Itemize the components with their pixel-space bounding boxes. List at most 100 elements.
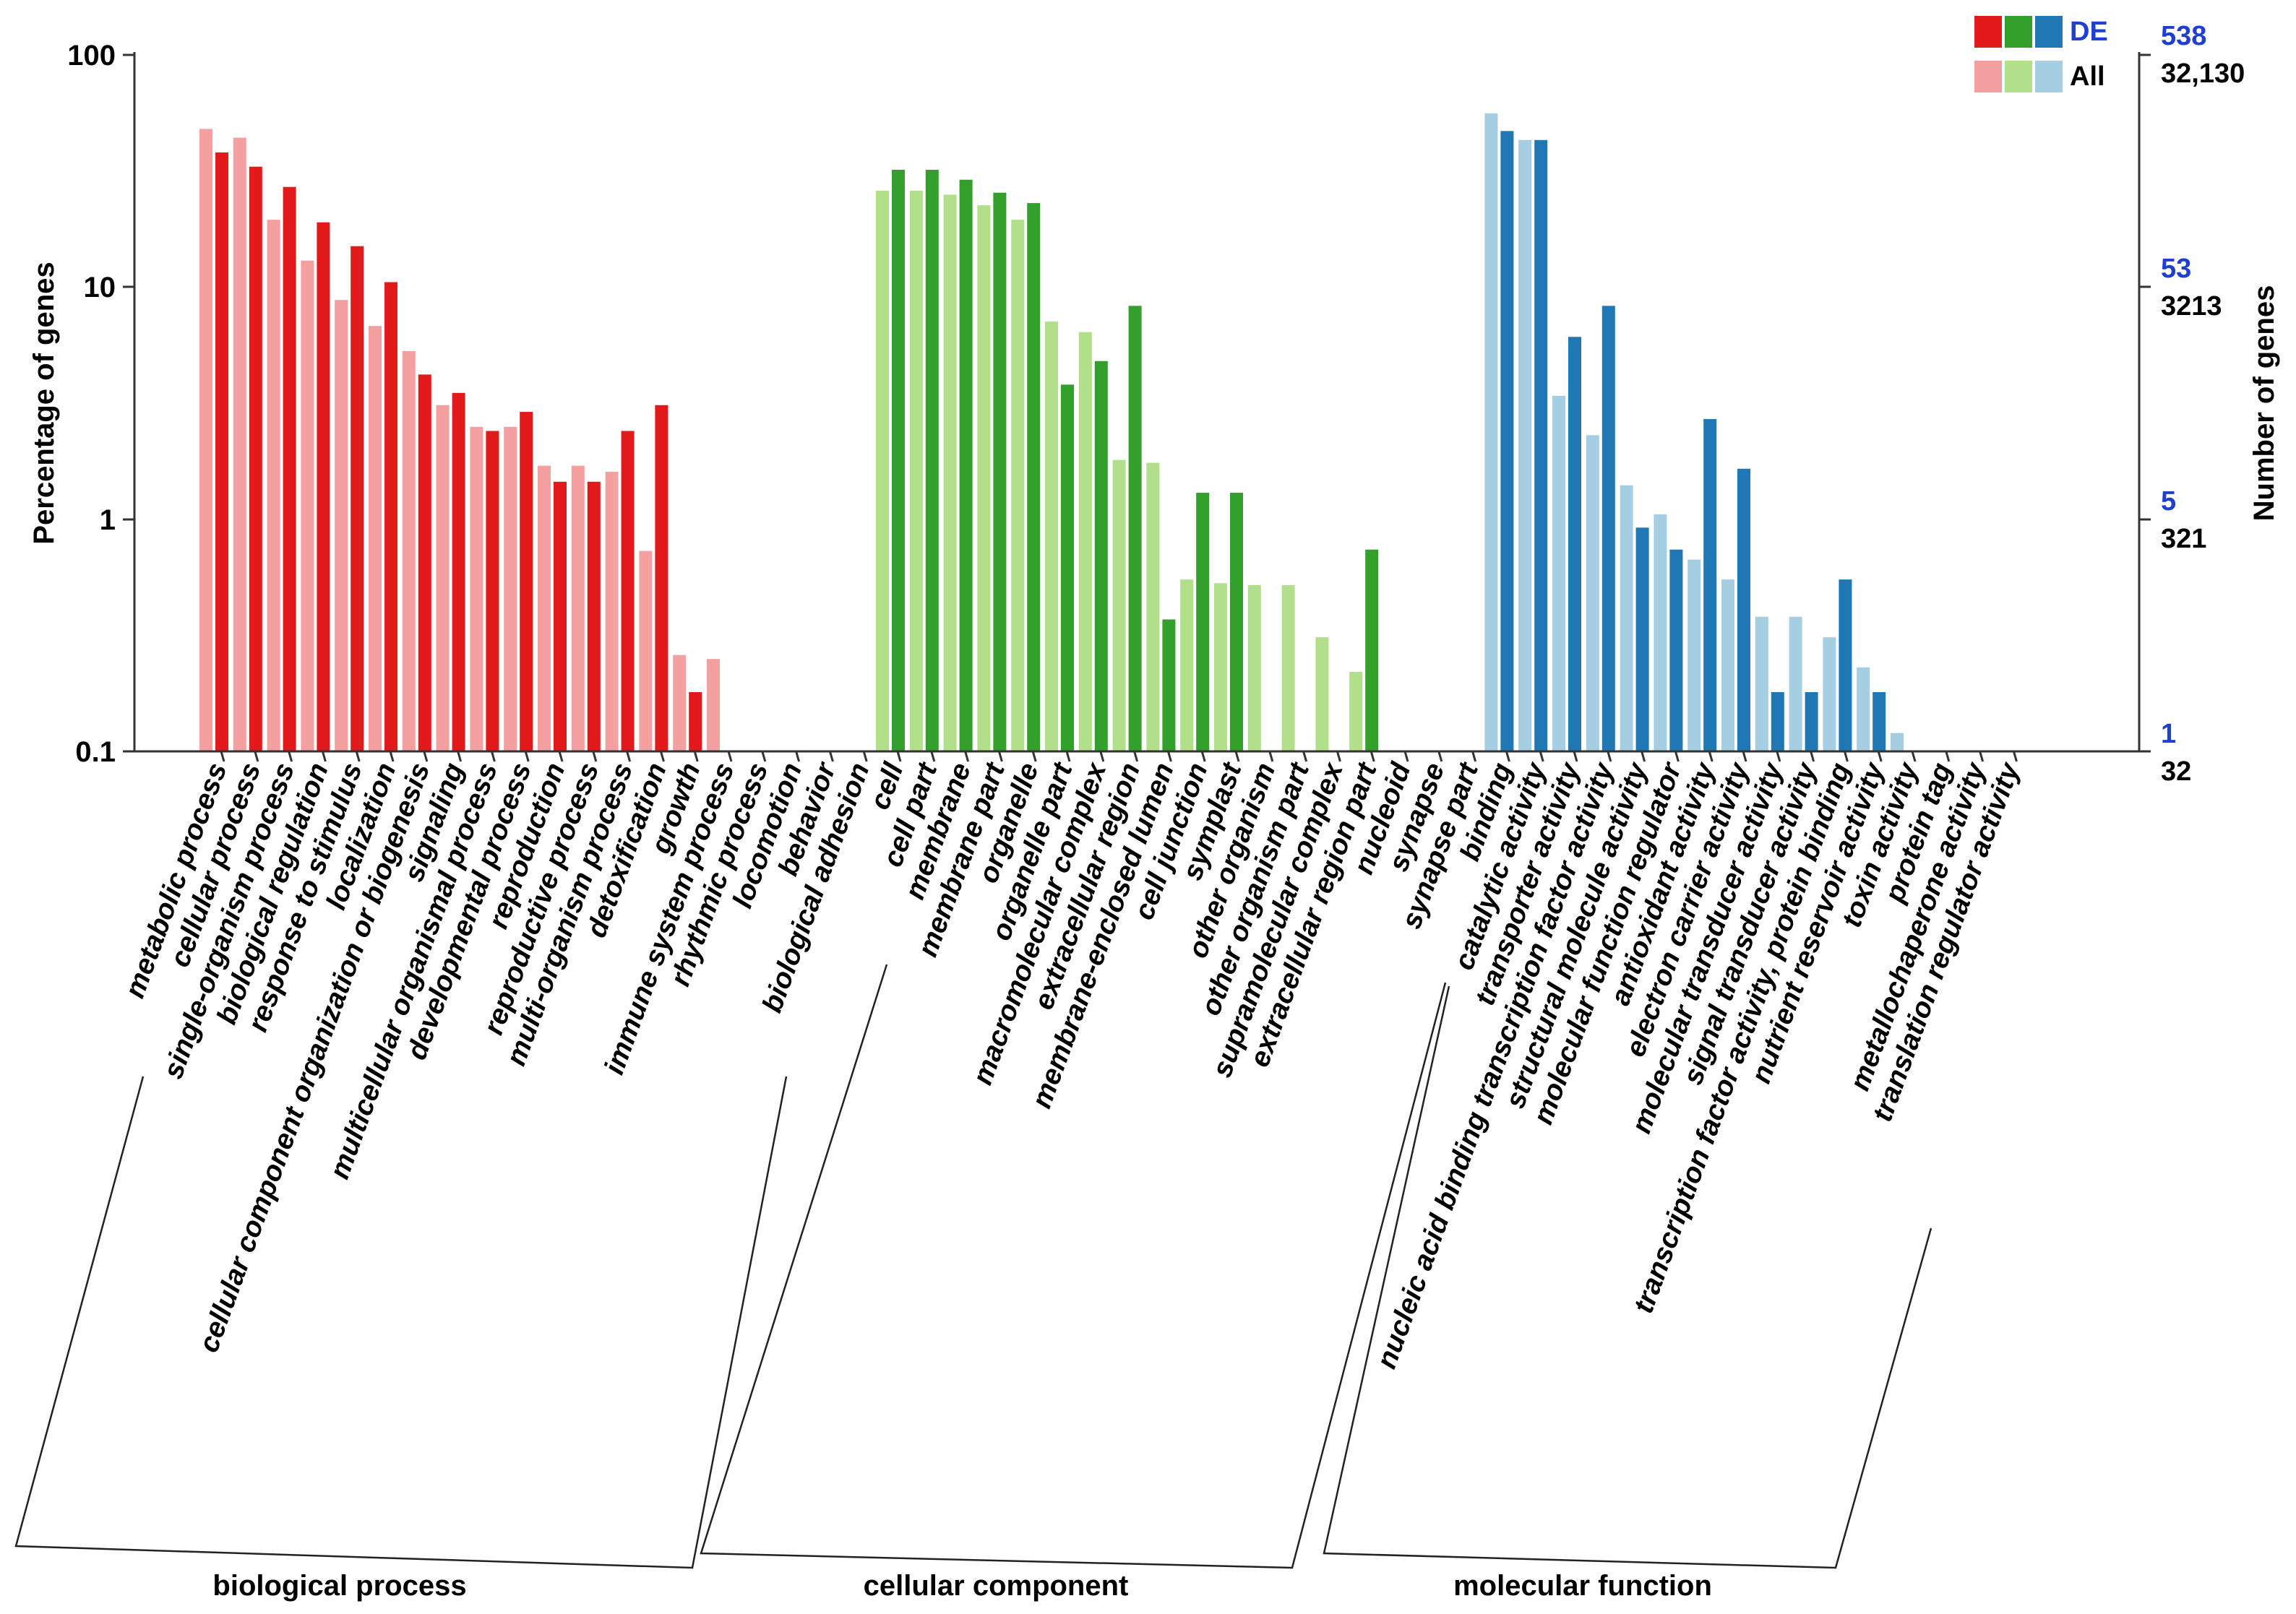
x-tick-multi-organism-process <box>626 751 632 762</box>
bar-de-single-organism-process <box>283 186 296 751</box>
bar-all-signal-transducer-activity <box>1789 616 1802 751</box>
bar-de-catalytic-activity <box>1534 139 1548 751</box>
x-tick-catalytic-activity <box>1539 751 1544 762</box>
x-tick-signal-transducer-activity <box>1810 751 1815 762</box>
bar-all-extracellular-region <box>1112 459 1126 751</box>
bar-all-other-organism <box>1247 584 1261 751</box>
bar-all-molecular-transducer-activity <box>1755 616 1768 751</box>
x-tick-immune-system-process <box>727 751 733 762</box>
x-tick-reproductive-process <box>592 751 598 762</box>
bar-all-organelle <box>1011 220 1025 751</box>
bar-all-developmental-process <box>504 426 517 751</box>
bar-all-biological-regulation <box>301 260 314 751</box>
bar-all-multi-organism-process <box>605 472 619 751</box>
bar-all-organelle-part <box>1045 321 1058 751</box>
bar-all-symplast <box>1214 583 1227 751</box>
bars <box>199 113 1904 752</box>
bar-all-reproduction <box>538 465 551 751</box>
bar-all-electron-carrier-activity <box>1721 579 1734 751</box>
bar-de-detoxification <box>655 405 668 751</box>
x-tick-cell-part <box>930 751 936 762</box>
y-tick-label-0-1: 0.1 <box>75 736 116 768</box>
legend-de-swatch-blue <box>2035 16 2063 48</box>
x-tick-membrane-part <box>997 751 1003 762</box>
x-tick-organelle-part <box>1065 751 1071 762</box>
bar-de-organelle <box>1027 203 1041 751</box>
bar-de-macromolecular-complex <box>1094 361 1108 752</box>
bar-all-detoxification <box>639 551 653 751</box>
x-tick-macromolecular-complex <box>1099 751 1105 762</box>
bar-de-reproductive-process <box>587 481 601 751</box>
x-tick-transporter-activity <box>1573 751 1578 762</box>
bar-all-molecular-function-regulator <box>1654 514 1667 751</box>
x-tick-toxin-activity <box>1911 751 1917 762</box>
bar-de-membrane-enclosed-lumen <box>1162 619 1176 751</box>
x-tick-organelle <box>1031 751 1037 762</box>
bar-de-localization <box>384 282 397 751</box>
bar-all-extracellular-region-part <box>1349 671 1363 751</box>
bar-de-biological-regulation <box>317 222 330 751</box>
bar-de-extracellular-region <box>1128 306 1142 751</box>
bar-de-nutrient-reservoir-activity <box>1873 691 1886 751</box>
x-tick-nucleoid <box>1403 751 1409 762</box>
x-tick-structural-molecule-activity <box>1641 751 1646 762</box>
bar-de-transporter-activity <box>1568 337 1581 751</box>
bar-all-cell-part <box>909 190 923 752</box>
bar-de-nucleic-acid-binding-transcription-factor-activity <box>1601 306 1615 751</box>
right-tick-all-1: 3213 <box>2161 291 2222 321</box>
bar-de-structural-molecule-activity <box>1635 527 1649 751</box>
bar-de-membrane <box>959 179 973 751</box>
bar-de-membrane-part <box>993 192 1007 751</box>
bar-all-localization <box>369 326 382 751</box>
bar-de-growth <box>689 691 702 751</box>
x-tick-antioxidant-activity <box>1708 751 1714 762</box>
bar-all-multicellular-organismal-process <box>470 426 483 751</box>
bar-all-antioxidant-activity <box>1687 559 1701 751</box>
x-tick-multicellular-organismal-process <box>490 751 496 762</box>
x-tick-protein-tag <box>1945 751 1951 762</box>
y-ticks-left: 100 10 1 0.1 <box>67 40 134 768</box>
bar-de-symplast <box>1230 493 1243 751</box>
x-tick-developmental-process <box>524 751 530 762</box>
x-tick-metallochaperone-activity <box>1979 751 1985 762</box>
bar-de-cell <box>892 170 905 751</box>
bar-de-multicellular-organismal-process <box>486 431 499 751</box>
bar-all-growth <box>673 655 687 751</box>
right-tick-de-3: 1 <box>2161 719 2176 749</box>
right-tick-all-0: 32,130 <box>2161 59 2245 89</box>
bar-de-binding <box>1500 131 1514 751</box>
y-tick-label-1: 1 <box>100 504 116 536</box>
x-tick-molecular-transducer-activity <box>1776 751 1781 762</box>
bar-all-transcription-factor-activity-protein-binding <box>1823 637 1836 751</box>
bar-de-molecular-transducer-activity <box>1771 691 1784 751</box>
group-label-cellular-component: cellular component <box>864 1570 1129 1602</box>
group-label-molecular-function: molecular function <box>1453 1570 1712 1602</box>
bar-de-extracellular-region-part <box>1365 549 1379 751</box>
x-tick-other-organism-part <box>1302 751 1308 762</box>
bar-all-catalytic-activity <box>1518 139 1532 751</box>
x-tick-response-to-stimulus <box>355 751 361 762</box>
x-tick-synapse <box>1437 751 1443 762</box>
x-tick-cellular-component-organization-or-biogenesis <box>423 751 429 762</box>
x-tick-extracellular-region-part <box>1370 751 1375 762</box>
bar-de-signal-transducer-activity <box>1805 691 1818 751</box>
x-tick-signaling <box>457 751 463 762</box>
legend-all-swatch-green <box>2005 61 2032 92</box>
bar-all-macromolecular-complex <box>1078 332 1092 752</box>
legend-de-swatch-red <box>1974 16 2002 48</box>
bar-all-cell-junction <box>1180 579 1194 751</box>
x-tick-synapse-part <box>1471 751 1477 762</box>
bar-all-nutrient-reservoir-activity <box>1857 667 1870 751</box>
x-tick-biological-regulation <box>321 751 327 762</box>
right-tick-de-1: 53 <box>2161 254 2191 284</box>
bar-all-toxin-activity <box>1891 733 1904 751</box>
bar-de-cellular-process <box>249 166 262 751</box>
bar-all-cellular-process <box>233 137 246 751</box>
bar-all-membrane-enclosed-lumen <box>1146 462 1160 751</box>
x-tick-detoxification <box>659 751 665 762</box>
x-tick-electron-carrier-activity <box>1742 751 1747 762</box>
x-tick-membrane <box>964 751 970 762</box>
x-tick-rhythmic-process <box>761 751 767 762</box>
bar-de-organelle-part <box>1061 384 1074 751</box>
x-tick-symplast <box>1234 751 1240 762</box>
